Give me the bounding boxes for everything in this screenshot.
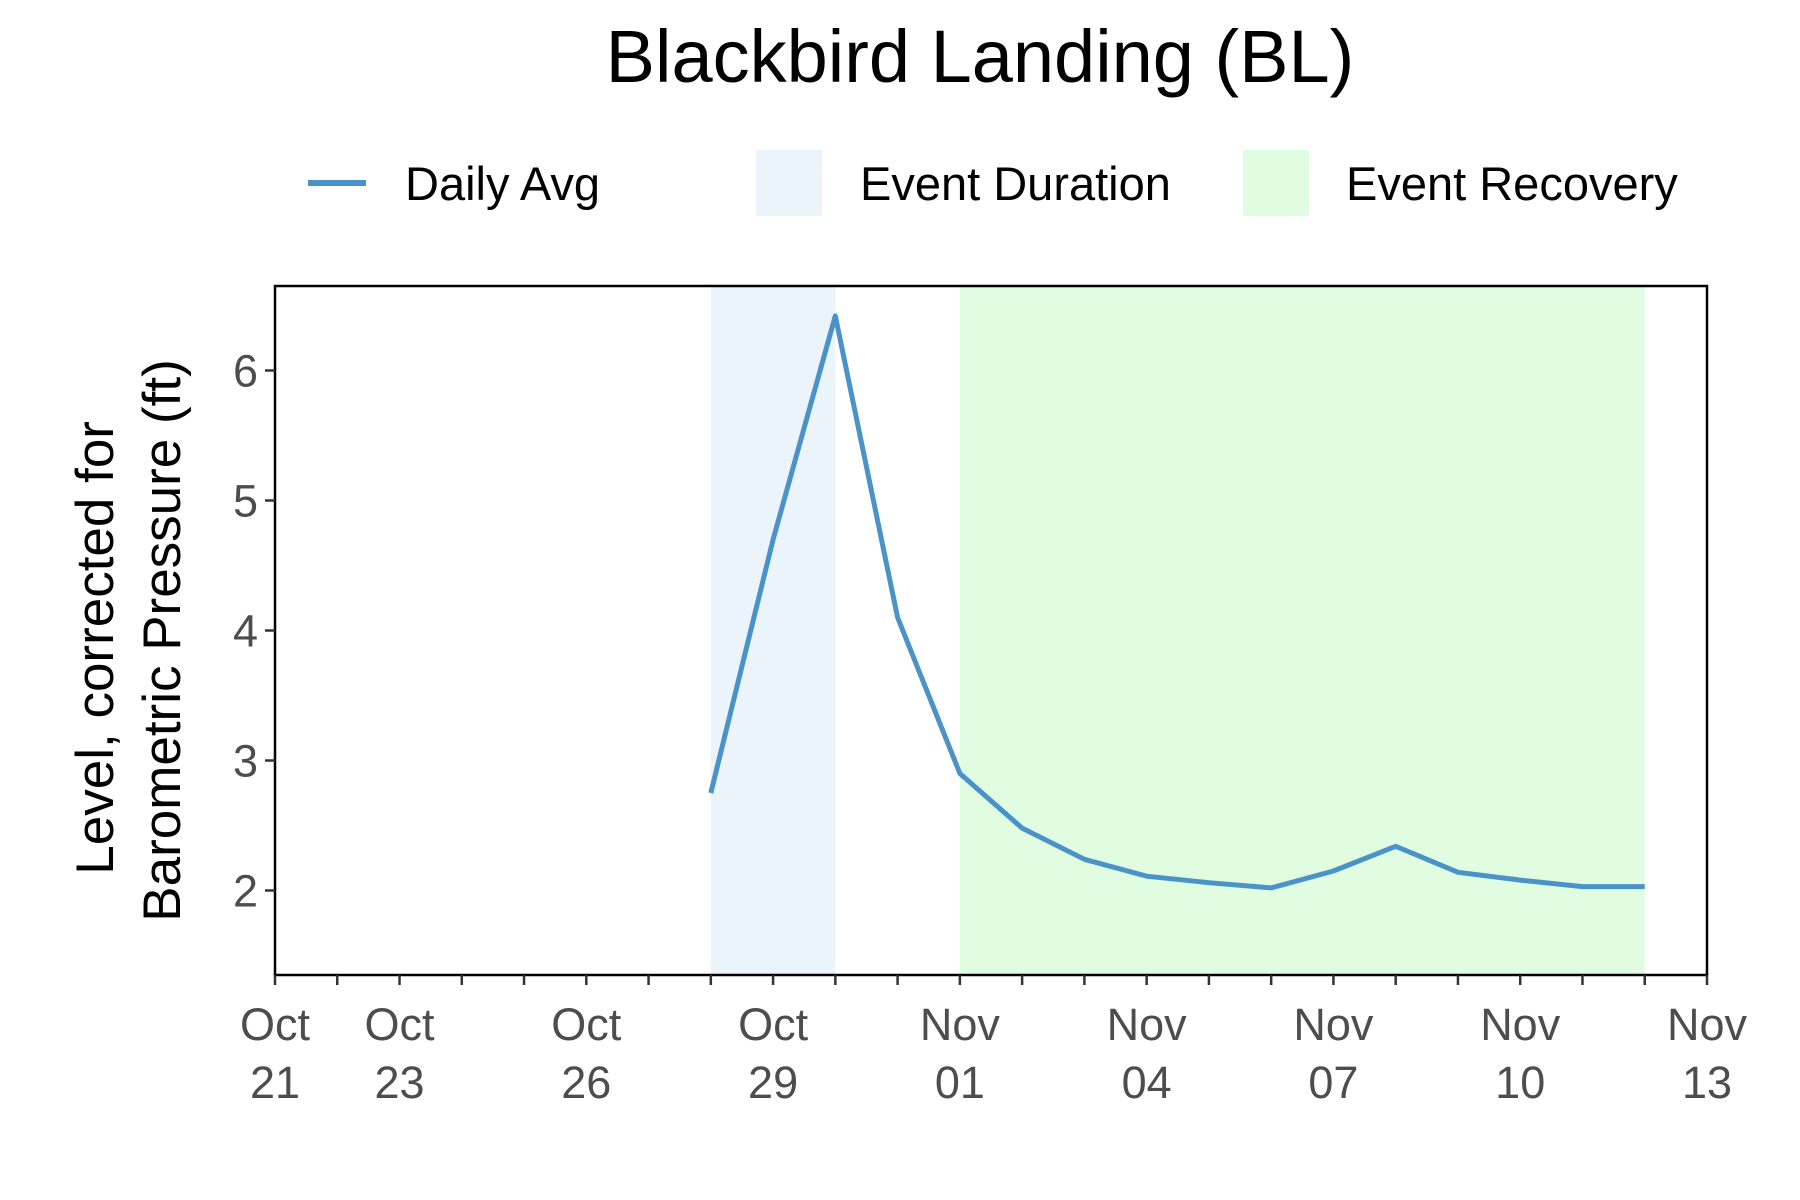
shaded-regions: [710, 286, 1645, 975]
x-tick-label: Nov 13: [1667, 999, 1748, 1108]
legend-key-fill: [1243, 150, 1309, 216]
x-tick-label: Nov 07: [1293, 999, 1374, 1108]
x-axis: Oct 21 Oct 23 Oct 26 Oct 29 Nov 01 Nov 04 Nov 07 Nov 10…: [240, 975, 1748, 1108]
x-tick-label: Oct 21: [240, 999, 311, 1108]
y-axis-title: Level, corrected for Barometric Pressure…: [66, 359, 192, 922]
shaded-region-1: [710, 286, 836, 975]
legend-item-1: Daily Avg: [308, 157, 600, 210]
y-tick-label: 5: [233, 476, 258, 527]
y-axis-title-line-2: Barometric Pressure (ft): [133, 359, 192, 922]
shaded-region-2: [959, 286, 1645, 975]
legend: Daily Avg Event Duration Event Recovery: [308, 150, 1678, 216]
legend-label: Event Recovery: [1346, 157, 1678, 210]
legend-key-fill: [756, 150, 822, 216]
y-tick-label: 6: [233, 346, 258, 397]
y-axis-title-line-1: Level, corrected for: [66, 421, 125, 875]
legend-item-3: Event Recovery: [1243, 150, 1678, 216]
legend-item-2: Event Duration: [756, 150, 1171, 216]
x-tick-label: Oct 29: [738, 999, 809, 1108]
y-tick-label: 3: [233, 736, 258, 787]
series-line-1: [708, 313, 1645, 891]
chart-title: Blackbird Landing (BL): [606, 15, 1355, 98]
x-tick-label: Oct 23: [365, 999, 436, 1108]
series-layer: [708, 313, 1645, 891]
x-tick-label: Oct 26: [551, 999, 622, 1108]
x-tick-label: Nov 01: [920, 999, 1001, 1108]
x-tick-label: Nov 10: [1480, 999, 1561, 1108]
legend-label: Daily Avg: [405, 157, 600, 210]
y-tick-label: 4: [233, 606, 258, 657]
legend-label: Event Duration: [860, 157, 1171, 210]
y-tick-label: 2: [233, 866, 258, 917]
x-tick-label: Nov 04: [1107, 999, 1188, 1108]
y-axis: 2 3 4 5 6: [233, 346, 275, 917]
